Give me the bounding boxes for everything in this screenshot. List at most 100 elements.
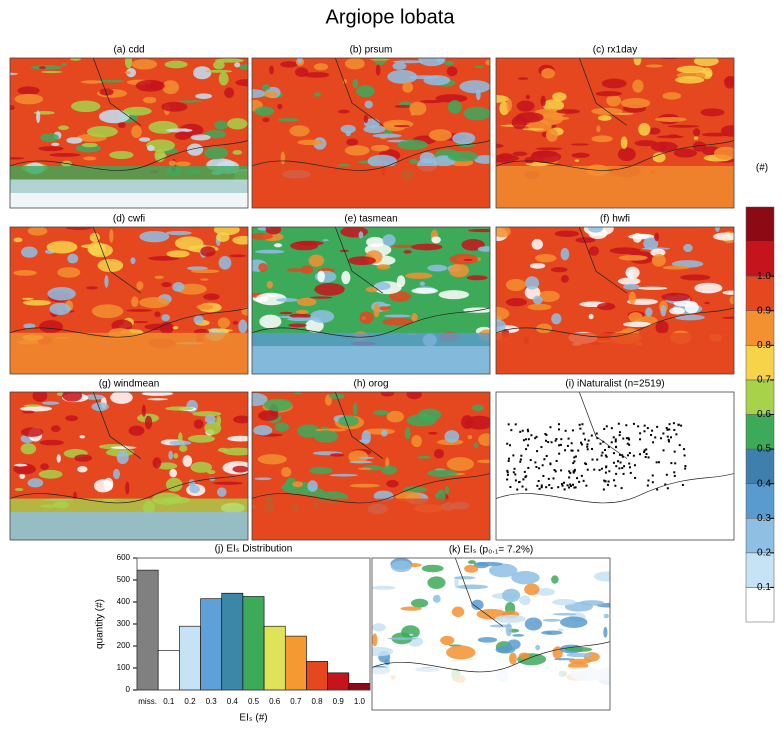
observation bbox=[560, 444, 562, 446]
observation bbox=[596, 433, 598, 435]
map-patch bbox=[297, 298, 317, 306]
observation bbox=[658, 461, 660, 463]
y-tick-label: 600 bbox=[117, 553, 131, 562]
map-patch bbox=[535, 254, 556, 262]
observation bbox=[647, 427, 649, 429]
observation bbox=[601, 452, 603, 454]
observation bbox=[674, 462, 676, 464]
map-band bbox=[10, 333, 248, 377]
map-patch bbox=[463, 107, 490, 121]
map-patch bbox=[517, 101, 535, 112]
map-patch bbox=[618, 277, 640, 284]
map-patch bbox=[28, 226, 48, 235]
observation bbox=[601, 468, 603, 470]
map-patch bbox=[381, 430, 388, 437]
map-patch bbox=[446, 645, 475, 659]
figure-title: Argiope lobata bbox=[326, 6, 456, 28]
map-patch bbox=[110, 391, 133, 404]
map-patch bbox=[374, 303, 380, 317]
map-patch bbox=[233, 416, 251, 424]
observation bbox=[555, 470, 557, 472]
bar bbox=[243, 597, 264, 691]
y-tick-label: 100 bbox=[117, 663, 131, 672]
map-patch bbox=[314, 63, 328, 70]
map-patch bbox=[172, 282, 184, 292]
observation bbox=[604, 449, 606, 451]
map-band bbox=[252, 499, 490, 543]
map-patch bbox=[391, 561, 412, 572]
panel-title: (h) orog bbox=[353, 379, 388, 390]
panel-title: (e) tasmean bbox=[344, 214, 397, 225]
map-patch bbox=[674, 149, 697, 158]
observation bbox=[530, 434, 532, 436]
observation bbox=[601, 455, 603, 457]
observation bbox=[668, 428, 670, 430]
observation bbox=[584, 439, 586, 441]
map-patch bbox=[301, 265, 313, 274]
colorbar-tick-label: 0.6 bbox=[757, 409, 771, 420]
observation bbox=[568, 476, 570, 478]
observation bbox=[644, 425, 646, 427]
map-patch bbox=[330, 453, 344, 456]
map-patch bbox=[173, 326, 179, 329]
map-patch bbox=[468, 229, 498, 232]
observation bbox=[581, 475, 583, 477]
map-patch bbox=[420, 152, 435, 163]
map-band bbox=[496, 166, 734, 211]
map-patch bbox=[253, 425, 272, 435]
map-patch bbox=[161, 102, 187, 112]
map-patch bbox=[675, 315, 705, 321]
observation bbox=[568, 470, 570, 472]
observation bbox=[519, 461, 521, 463]
map-patch bbox=[360, 311, 374, 324]
map-patch bbox=[474, 442, 479, 447]
observation bbox=[611, 441, 613, 443]
map-patch bbox=[673, 301, 696, 307]
bar bbox=[349, 683, 370, 690]
map-patch bbox=[465, 416, 493, 430]
map-patch bbox=[433, 595, 441, 603]
observation bbox=[564, 488, 566, 490]
map-patch bbox=[21, 427, 43, 437]
observation bbox=[506, 443, 508, 445]
observation bbox=[574, 469, 576, 471]
map-patch bbox=[154, 276, 163, 279]
observation bbox=[603, 489, 605, 491]
observation bbox=[618, 467, 620, 469]
map-patch bbox=[79, 435, 85, 438]
map-patch bbox=[341, 125, 356, 134]
map-patch bbox=[145, 416, 152, 430]
map-patch bbox=[14, 94, 43, 105]
map-patch bbox=[454, 576, 475, 579]
map-patch bbox=[87, 126, 118, 137]
map-field bbox=[243, 389, 496, 543]
observation bbox=[628, 438, 630, 440]
y-tick-label: 300 bbox=[117, 619, 131, 628]
map-patch bbox=[387, 411, 404, 423]
map-patch bbox=[297, 140, 323, 146]
map-patch bbox=[485, 60, 492, 66]
map-patch bbox=[125, 55, 132, 68]
map-patch bbox=[693, 128, 700, 136]
map-patch bbox=[411, 599, 428, 608]
map-patch bbox=[161, 314, 170, 321]
x-tick-label: 0.8 bbox=[311, 697, 323, 706]
observation bbox=[619, 434, 621, 436]
map-patch bbox=[178, 100, 203, 102]
map-patch bbox=[467, 275, 488, 280]
map-patch bbox=[139, 231, 169, 242]
observation bbox=[538, 467, 540, 469]
map-patch bbox=[215, 58, 244, 62]
map-patch bbox=[234, 62, 240, 67]
map-patch bbox=[139, 137, 150, 142]
observation bbox=[525, 448, 527, 450]
observation bbox=[670, 462, 672, 464]
map-patch bbox=[192, 411, 221, 416]
map-patch bbox=[194, 419, 204, 429]
observation bbox=[508, 458, 510, 460]
observation bbox=[652, 481, 654, 483]
map-background bbox=[496, 392, 734, 540]
map-panel bbox=[0, 55, 259, 238]
map-patch bbox=[109, 151, 133, 159]
observation bbox=[645, 448, 647, 450]
